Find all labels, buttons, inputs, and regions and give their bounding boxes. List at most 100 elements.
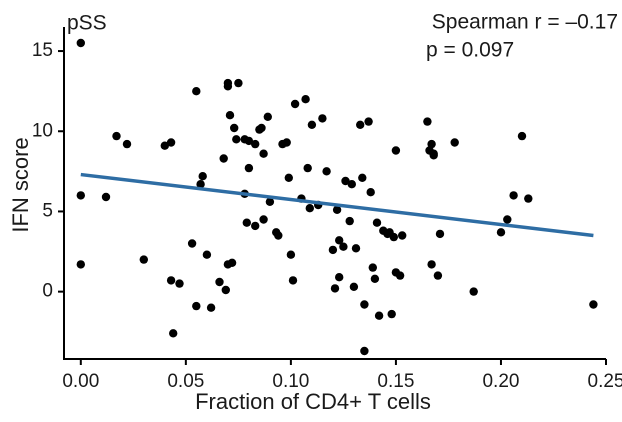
data-point — [244, 136, 254, 146]
data-point — [232, 135, 241, 144]
data-point — [429, 151, 438, 160]
data-point — [192, 87, 201, 96]
x-tick-label: 0.00 — [62, 371, 99, 392]
data-point — [360, 300, 369, 309]
data-point — [206, 303, 216, 312]
data-point — [517, 131, 527, 141]
data-point — [122, 139, 132, 149]
data-point — [251, 139, 260, 149]
data-point — [347, 180, 356, 189]
data-point — [76, 191, 86, 200]
data-point — [244, 163, 254, 173]
data-point — [435, 229, 445, 239]
data-point — [351, 244, 361, 253]
axis-lines — [63, 27, 606, 360]
p-value: p = 0.097 — [426, 39, 514, 62]
data-point — [284, 173, 293, 182]
data-point — [366, 188, 375, 197]
y-axis-title: IFN score — [8, 137, 33, 232]
data-point — [372, 218, 382, 227]
data-point — [196, 180, 205, 189]
data-point — [139, 255, 148, 264]
data-point — [524, 194, 533, 203]
data-points — [76, 38, 598, 356]
data-point — [160, 141, 169, 150]
data-point — [427, 260, 436, 269]
data-point — [234, 78, 243, 88]
regression-line — [80, 172, 594, 238]
data-point — [166, 138, 176, 147]
data-point — [169, 329, 178, 338]
data-point — [318, 114, 327, 123]
data-point — [335, 236, 344, 245]
data-point — [301, 95, 310, 104]
data-point — [187, 239, 197, 248]
data-point — [391, 146, 401, 155]
data-point — [263, 112, 272, 122]
data-point — [370, 274, 380, 283]
data-point — [496, 228, 506, 237]
data-point — [257, 123, 266, 133]
data-point — [192, 301, 201, 311]
data-point — [339, 242, 348, 251]
y-tick-label: 15 — [32, 40, 53, 61]
x-tick-label: 0.10 — [272, 371, 309, 392]
data-point — [509, 191, 518, 200]
data-point — [423, 117, 432, 126]
data-point — [332, 205, 342, 214]
data-point — [356, 120, 365, 129]
data-point — [274, 231, 283, 240]
data-point — [202, 250, 212, 259]
y-tick-label: 5 — [42, 200, 53, 221]
data-point — [335, 273, 344, 282]
data-point — [265, 197, 275, 206]
x-tick-label: 0.25 — [588, 371, 622, 392]
data-point — [286, 250, 296, 259]
data-point — [251, 221, 260, 231]
axis-ticks: 0.00 0.05 0.10 0.15 0.20 0.25 0 5 10 15 — [32, 40, 622, 392]
data-point — [166, 276, 176, 285]
data-point — [76, 260, 86, 269]
x-tick-label: 0.05 — [167, 371, 204, 392]
data-point — [358, 173, 367, 182]
data-point — [259, 149, 268, 158]
x-tick-label: 0.20 — [482, 371, 519, 392]
data-point — [230, 123, 239, 133]
data-point — [215, 277, 224, 287]
data-point — [322, 167, 331, 176]
data-point — [398, 231, 407, 240]
data-point — [112, 131, 121, 141]
x-tick-label: 0.15 — [377, 371, 414, 392]
data-point — [345, 216, 354, 226]
data-point — [433, 271, 443, 280]
panel-label: pSS — [67, 12, 107, 35]
data-point — [221, 285, 230, 295]
data-point — [282, 138, 291, 147]
data-point — [387, 309, 396, 319]
data-point — [360, 346, 369, 356]
data-point — [395, 271, 405, 280]
y-tick-label: 10 — [32, 120, 53, 141]
data-point — [101, 192, 111, 202]
data-point — [349, 282, 359, 291]
x-axis-title: Fraction of CD4+ T cells — [195, 389, 431, 414]
data-point — [225, 111, 235, 120]
data-point — [503, 215, 512, 224]
data-point — [223, 82, 233, 91]
data-point — [198, 172, 207, 181]
data-point — [303, 163, 312, 173]
data-point — [290, 99, 300, 109]
data-point — [288, 276, 298, 285]
y-tick-label: 0 — [42, 281, 53, 302]
data-point — [259, 215, 268, 224]
data-point — [364, 117, 373, 126]
data-point — [374, 311, 384, 320]
data-point — [219, 154, 228, 163]
data-point — [589, 300, 598, 309]
spearman-statistic: Spearman r = –0.17 — [432, 11, 618, 34]
data-point — [307, 120, 317, 129]
data-point — [469, 287, 478, 296]
data-point — [242, 218, 251, 227]
data-point — [427, 139, 436, 149]
